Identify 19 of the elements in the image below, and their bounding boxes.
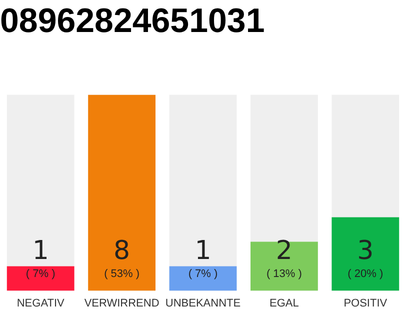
data-label: 3 xyxy=(357,236,374,266)
bar xyxy=(250,242,318,291)
x-tick-label: VERWIRREND xyxy=(84,297,160,310)
data-label: 2 xyxy=(276,236,292,266)
x-tick-label: EGAL xyxy=(270,297,299,310)
x-tick-label: UNBEKANNTE xyxy=(165,297,241,310)
data-label: 8 xyxy=(114,236,130,266)
annotation: ( 53% ) xyxy=(104,268,140,280)
annotation: ( 7% ) xyxy=(26,268,56,280)
bar xyxy=(6,266,74,291)
x-tick-label: POSITIV xyxy=(344,297,388,310)
x-tick-label: NEGATIV xyxy=(16,297,65,310)
annotation: ( 20% ) xyxy=(348,268,384,280)
data-label: 1 xyxy=(194,236,212,266)
chart-title: 08962824651031 xyxy=(0,2,265,40)
bar xyxy=(169,266,237,291)
annotation: ( 13% ) xyxy=(266,268,302,280)
data-label: 1 xyxy=(32,236,49,266)
annotation: ( 7% ) xyxy=(188,268,218,280)
